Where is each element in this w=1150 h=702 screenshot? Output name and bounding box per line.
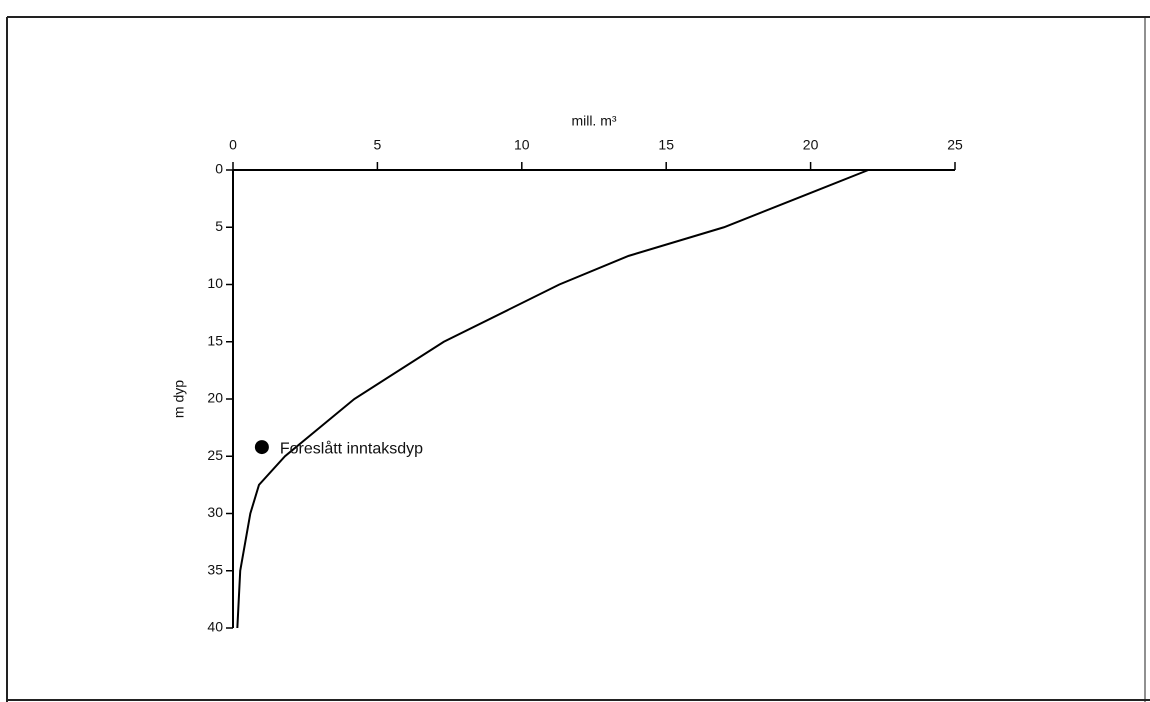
y-tick-label: 10	[207, 275, 223, 291]
x-tick-label: 0	[229, 137, 237, 153]
x-tick-label: 5	[374, 137, 382, 153]
y-axis-label: m dyp	[171, 380, 187, 418]
y-tick-label: 5	[215, 218, 223, 234]
y-tick-label: 30	[207, 504, 223, 520]
intake-marker	[254, 440, 269, 455]
y-tick-label: 35	[207, 561, 223, 577]
x-tick-label: 25	[947, 137, 963, 153]
curve	[236, 169, 869, 629]
y-tick-label: 0	[215, 161, 223, 177]
y-tick-label: 20	[207, 390, 223, 406]
y-tick-label: 15	[207, 332, 223, 348]
y-tick-label: 40	[207, 619, 223, 635]
x-tick-label: 10	[514, 137, 530, 153]
x-axis-label: mill. m³	[571, 113, 616, 129]
y-tick-label: 25	[207, 447, 223, 463]
x-tick-label: 15	[658, 137, 674, 153]
x-tick-label: 20	[803, 137, 819, 153]
annotation: Foreslått inntaksdyp	[280, 439, 423, 457]
